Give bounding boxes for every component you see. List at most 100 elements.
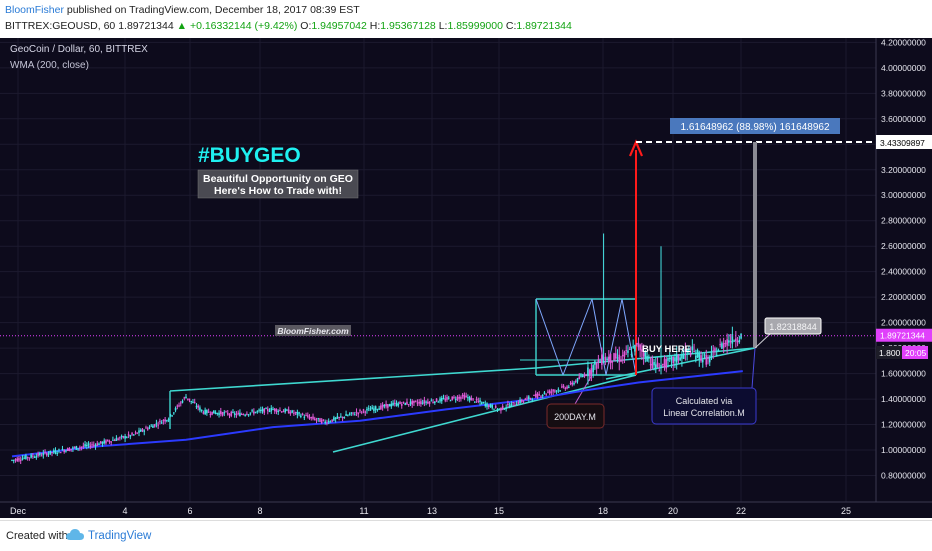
pattern-zigzag-line <box>621 298 637 376</box>
candle-body <box>677 354 680 361</box>
candle-body <box>291 410 293 413</box>
candle-body <box>200 409 203 411</box>
candle-body <box>634 345 636 352</box>
candle-body <box>352 412 354 414</box>
candle-body <box>489 404 492 407</box>
candle-body <box>282 411 285 413</box>
candle-body <box>166 420 168 422</box>
candle-body <box>254 411 257 413</box>
candle-body <box>641 349 643 352</box>
candle-body <box>437 401 440 403</box>
price-chart[interactable]: 0.80000000 1.00000000 1.20000000 1.40000000… <box>0 38 932 518</box>
candle-body <box>25 455 27 459</box>
candle-body <box>430 400 433 402</box>
candle-body <box>735 338 737 342</box>
x-tick-label: 8 <box>257 506 262 516</box>
candle-body <box>568 386 570 388</box>
candle-body <box>548 390 551 394</box>
open-value: 1.94957042 <box>311 20 367 32</box>
candle-body <box>209 413 212 415</box>
candle-body <box>103 440 106 444</box>
tradingview-link[interactable]: TradingView <box>88 530 152 542</box>
candle-body <box>134 432 137 434</box>
candle-body <box>42 452 45 456</box>
candle-body <box>108 441 111 443</box>
candle-body <box>63 450 65 453</box>
candle-body <box>566 386 568 389</box>
candle-body <box>362 409 365 411</box>
candle-body <box>400 404 403 406</box>
candle-body <box>670 356 673 361</box>
candle-body <box>508 405 511 408</box>
candle-body <box>395 402 398 406</box>
candle-body <box>515 404 518 406</box>
candle-body <box>61 448 64 451</box>
calc-line-1: Calculated via <box>676 396 733 406</box>
calc-pointer <box>751 347 756 389</box>
candle-body <box>256 410 259 412</box>
candle-body <box>181 400 184 403</box>
candle-body <box>479 400 481 403</box>
low-label: L: <box>438 20 448 32</box>
author-link[interactable]: BloomFisher <box>5 4 64 16</box>
candle-body <box>463 395 466 399</box>
candle-body <box>188 398 191 401</box>
candle-body <box>89 445 92 448</box>
candle-body <box>428 401 431 404</box>
projection-label: 1.82318844 <box>769 322 817 332</box>
candle-body <box>533 394 535 396</box>
candle-body <box>602 361 605 363</box>
candle-body <box>472 398 474 400</box>
candle-body <box>54 450 57 454</box>
candle-body <box>253 411 255 414</box>
candle-body <box>719 344 721 346</box>
candle-body <box>47 453 50 455</box>
candle-body <box>635 343 638 345</box>
candle-body <box>348 414 351 416</box>
watermark-label: BloomFisher.com <box>277 326 349 336</box>
candle-body <box>710 353 713 358</box>
candle-body <box>280 411 283 413</box>
candle-body <box>449 400 452 402</box>
candle-body <box>655 364 657 369</box>
time-axis[interactable]: Dec 4 6 8 11 13 15 18 20 22 25 <box>10 506 851 516</box>
candle-body <box>691 346 694 351</box>
candle-body <box>656 362 659 367</box>
candle-body <box>294 412 297 414</box>
candle-body <box>569 382 572 384</box>
candle-body <box>413 400 415 403</box>
measure-box <box>670 118 840 134</box>
candle-body <box>557 389 560 391</box>
candle-body <box>286 409 288 411</box>
candle-body <box>630 354 633 356</box>
candle-body <box>724 342 727 344</box>
candle-body <box>510 403 513 407</box>
candle-body <box>249 412 252 414</box>
candle-body <box>381 404 384 408</box>
candle-body <box>571 382 574 385</box>
candle-body <box>486 403 488 407</box>
candle-body <box>59 452 62 454</box>
footer: Created with TradingView <box>0 520 932 551</box>
upper-trend-line <box>169 367 537 392</box>
candle-body <box>119 437 121 439</box>
candle-body <box>484 403 487 407</box>
candle-body <box>202 412 205 414</box>
x-tick-label: 6 <box>187 506 192 516</box>
candle-body <box>80 446 83 448</box>
candle-body <box>531 399 534 401</box>
candle-body <box>79 447 81 449</box>
y-tick-label: 3.20000000 <box>881 165 926 175</box>
candle-body <box>270 407 273 412</box>
candle-body <box>66 448 69 452</box>
candle-body <box>661 363 664 365</box>
candle-body <box>159 420 161 422</box>
candle-body <box>86 444 88 446</box>
high-label: H: <box>369 20 381 32</box>
candle-body <box>11 459 13 461</box>
tradingview-cloud-icon[interactable] <box>66 528 84 542</box>
candle-body <box>117 438 119 440</box>
candle-body <box>153 424 156 427</box>
candle-body <box>573 382 575 385</box>
candle-body <box>305 415 307 417</box>
